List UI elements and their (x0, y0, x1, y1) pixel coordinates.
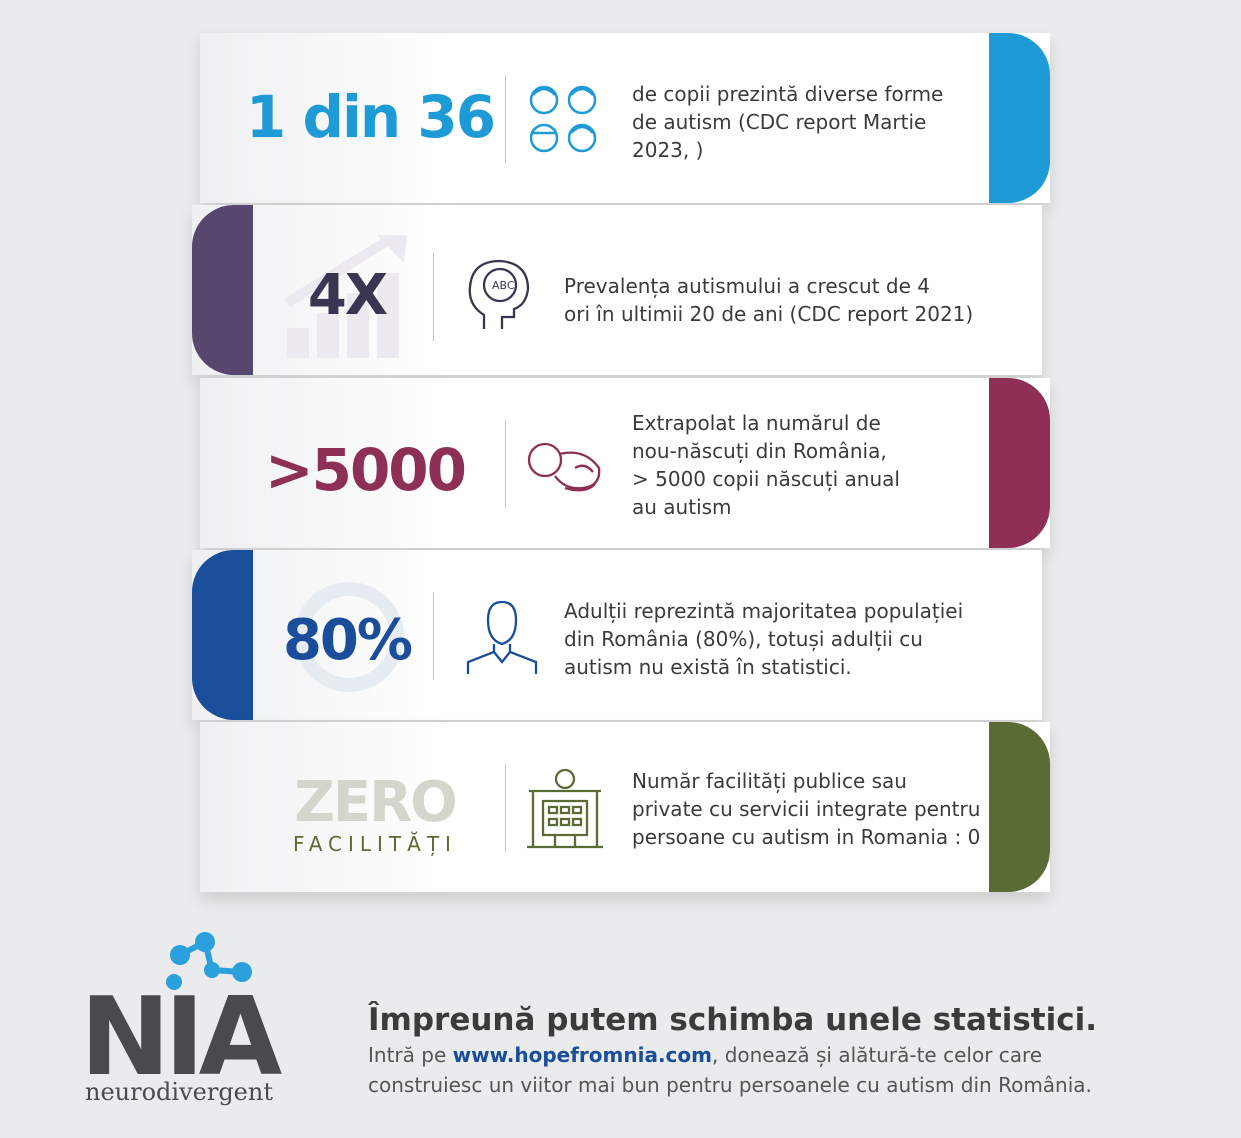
text: , donează și alătură-te celor care (711, 1043, 1043, 1067)
baby-icon (527, 442, 601, 492)
text-line: Număr facilități publice sau (632, 769, 907, 793)
stat-value: 1 din 36 (245, 83, 496, 151)
text: Intră pe (368, 1043, 453, 1067)
divider (433, 592, 434, 680)
children-icon (529, 85, 597, 153)
stat-card: >5000 Extrapolat la numărul de nou-născu… (200, 378, 1050, 548)
text-line: de copii prezintă diverse forme (632, 82, 944, 106)
stat-card: 1 din 36 de copii prezintă diverse forme… (200, 33, 1050, 203)
divider (505, 420, 506, 508)
text-line: din România (80%), totuși adulții cu (564, 627, 923, 651)
divider (505, 75, 506, 163)
text-line: 2023, ) (632, 138, 704, 162)
text-line: ori în ultimii 20 de ani (CDC report 202… (564, 302, 974, 326)
card-bar (192, 205, 253, 375)
description: Extrapolat la numărul de nou-născuți din… (632, 409, 900, 521)
stat-value: >5000 (264, 436, 467, 504)
text-line: > 5000 copii născuți anual (632, 467, 900, 491)
body-line: Intră pe www.hopefromnia.com, donează și… (368, 1043, 1042, 1067)
logo-subtitle: neurodivergent (85, 1078, 273, 1106)
description: de copii prezintă diverse forme de autis… (632, 80, 943, 164)
text-line: au autism (632, 495, 732, 519)
text-line: Extrapolat la numărul de (632, 411, 881, 435)
ring-graphic (294, 582, 404, 692)
divider (433, 253, 434, 341)
description: Prevalența autismului a crescut de 4 ori… (564, 272, 973, 328)
person-icon (466, 600, 538, 674)
divider (505, 764, 506, 852)
card-bar (989, 378, 1050, 548)
description: Adulții reprezintă majoritatea populație… (564, 597, 963, 681)
stat-value: ZERO (294, 770, 458, 835)
logo-text: NIA (80, 975, 282, 1100)
link[interactable]: www.hopefromnia.com (452, 1043, 712, 1067)
text-line: persoane cu autism in Romania : 0 (632, 825, 981, 849)
stat-value: 80% (282, 608, 413, 673)
text-line: private cu servicii integrate pentru (632, 797, 981, 821)
stat-card: ZERO FACILITĂȚI Număr facilități publice… (200, 722, 1050, 892)
logo-mark (166, 932, 252, 990)
stat-subtitle: FACILITĂȚI (293, 832, 457, 856)
card-bar (192, 550, 253, 720)
headline: Împreună putem schimba unele statistici. (368, 1002, 1098, 1038)
growth-graphic (284, 233, 407, 358)
svg-text:ABC: ABC (492, 279, 515, 292)
text-line: Prevalența autismului a crescut de 4 (564, 274, 931, 298)
head-icon: ABC (468, 259, 530, 329)
text-line: Adulții reprezintă majoritatea populație… (564, 599, 964, 623)
stat-card: 80% Adulții reprezintă majoritatea popul… (192, 550, 1042, 720)
text-line: nou-născuți din România, (632, 439, 887, 463)
description: Număr facilități publice sau private cu … (632, 767, 980, 851)
stat-value: 4X (307, 263, 388, 328)
card-bar (989, 722, 1050, 892)
text-line: de autism (CDC report Martie (632, 110, 927, 134)
text-line: autism nu există în statistici. (564, 655, 852, 679)
stat-card: 4X ABC Prevalența autismului a crescut d… (192, 205, 1042, 375)
card-bar (989, 33, 1050, 203)
body-line: construiesc un viitor mai bun pentru per… (368, 1073, 1092, 1097)
hospital-icon (527, 768, 603, 849)
